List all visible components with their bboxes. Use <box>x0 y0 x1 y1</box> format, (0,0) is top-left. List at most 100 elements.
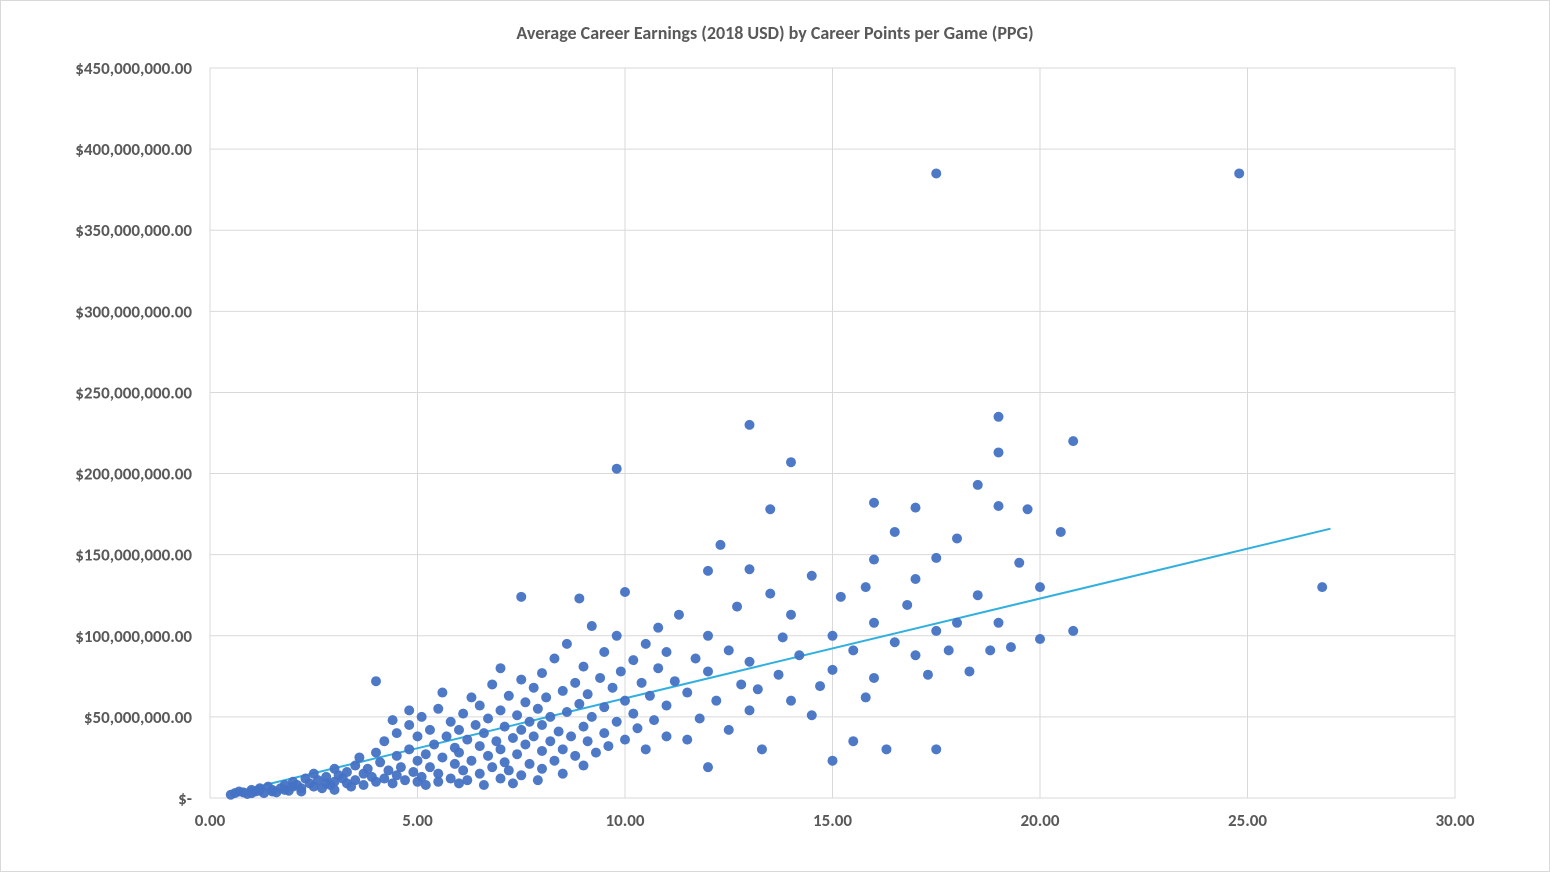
data-point <box>608 683 618 693</box>
data-point <box>392 728 402 738</box>
data-point <box>931 744 941 754</box>
data-point <box>479 728 489 738</box>
data-point <box>628 655 638 665</box>
x-tick-label: 5.00 <box>402 810 433 831</box>
data-point <box>1234 168 1244 178</box>
data-point <box>890 637 900 647</box>
y-tick-label: $450,000,000.00 <box>75 58 192 79</box>
data-point <box>595 673 605 683</box>
data-point <box>641 744 651 754</box>
data-point <box>466 756 476 766</box>
data-point <box>537 668 547 678</box>
data-point <box>869 555 879 565</box>
data-point <box>537 720 547 730</box>
data-point <box>462 735 472 745</box>
data-point <box>558 744 568 754</box>
data-point <box>529 683 539 693</box>
data-point <box>745 705 755 715</box>
data-point <box>703 631 713 641</box>
data-point <box>537 746 547 756</box>
data-point <box>778 632 788 642</box>
data-point <box>815 681 825 691</box>
data-point <box>520 739 530 749</box>
data-point <box>579 722 589 732</box>
data-point <box>437 688 447 698</box>
data-point <box>583 736 593 746</box>
data-point <box>952 533 962 543</box>
data-point <box>703 762 713 772</box>
data-point <box>454 748 464 758</box>
data-point <box>475 769 485 779</box>
data-point <box>342 767 352 777</box>
data-point <box>890 527 900 537</box>
data-point <box>558 686 568 696</box>
y-tick-label: $350,000,000.00 <box>75 220 192 241</box>
data-point <box>674 610 684 620</box>
data-point <box>562 707 572 717</box>
data-point <box>848 645 858 655</box>
data-point <box>691 653 701 663</box>
y-tick-label: $250,000,000.00 <box>75 382 192 403</box>
data-point <box>1035 582 1045 592</box>
data-point <box>994 412 1004 422</box>
data-point <box>786 696 796 706</box>
data-point <box>861 692 871 702</box>
data-point <box>454 725 464 735</box>
data-point <box>828 631 838 641</box>
data-point <box>695 714 705 724</box>
data-point <box>479 780 489 790</box>
data-point <box>537 764 547 774</box>
data-point <box>703 566 713 576</box>
data-point <box>458 765 468 775</box>
data-point <box>413 756 423 766</box>
data-point <box>964 666 974 676</box>
data-point <box>745 564 755 574</box>
scatter-chart: Average Career Earnings (2018 USD) by Ca… <box>0 0 1550 872</box>
data-point <box>462 775 472 785</box>
data-point <box>433 704 443 714</box>
x-tick-label: 30.00 <box>1435 810 1474 831</box>
data-point <box>757 744 767 754</box>
data-point <box>516 770 526 780</box>
data-point <box>437 752 447 762</box>
data-point <box>475 741 485 751</box>
data-point <box>599 702 609 712</box>
data-point <box>973 590 983 600</box>
data-point <box>487 679 497 689</box>
data-point <box>612 464 622 474</box>
data-point <box>413 731 423 741</box>
data-point <box>994 618 1004 628</box>
data-point <box>612 717 622 727</box>
y-tick-label: $200,000,000.00 <box>75 464 192 485</box>
data-point <box>354 752 364 762</box>
data-point <box>554 726 564 736</box>
data-point <box>371 748 381 758</box>
data-point <box>745 420 755 430</box>
data-point <box>931 168 941 178</box>
data-point <box>848 736 858 746</box>
data-point <box>496 705 506 715</box>
data-point <box>429 739 439 749</box>
data-point <box>637 678 647 688</box>
data-point <box>388 715 398 725</box>
data-point <box>433 777 443 787</box>
data-point <box>599 728 609 738</box>
data-point <box>549 653 559 663</box>
data-point <box>765 504 775 514</box>
data-point <box>794 650 804 660</box>
data-point <box>765 589 775 599</box>
data-point <box>504 691 514 701</box>
data-point <box>869 673 879 683</box>
data-point <box>504 765 514 775</box>
data-point <box>599 647 609 657</box>
data-point <box>404 705 414 715</box>
data-point <box>541 692 551 702</box>
y-tick-label: $150,000,000.00 <box>75 545 192 566</box>
data-point <box>1317 582 1327 592</box>
data-point <box>881 744 891 754</box>
data-point <box>516 725 526 735</box>
data-point <box>508 778 518 788</box>
data-point <box>861 582 871 592</box>
data-point <box>545 712 555 722</box>
data-point <box>944 645 954 655</box>
